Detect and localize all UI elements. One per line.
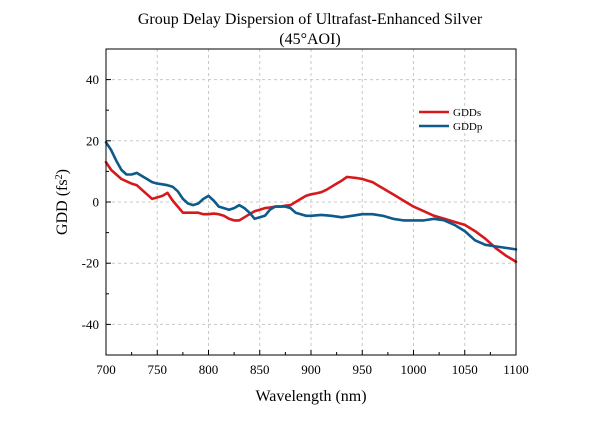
y-axis-label-sup: 2 [54, 174, 65, 179]
series-line-gddp [104, 141, 518, 251]
x-tick-label: 1050 [452, 362, 478, 377]
x-tick-label: 700 [96, 362, 116, 377]
y-tick-label: 40 [86, 72, 99, 87]
legend: GDDs GDDp [419, 107, 483, 133]
x-tick-label: 900 [301, 362, 321, 377]
x-tick-label: 800 [199, 362, 219, 377]
y-tick-label: -40 [82, 317, 99, 332]
y-tick-label: 20 [86, 133, 99, 148]
legend-label-gdds: GDDs [453, 107, 481, 119]
y-tick-label: -20 [82, 256, 99, 271]
series-group [104, 141, 518, 264]
y-tick-label: 0 [93, 195, 100, 210]
grid [106, 49, 516, 355]
x-tick-label: 1100 [503, 362, 529, 377]
x-tick-label: 950 [353, 362, 373, 377]
y-axis-label: GDD (fs2) [54, 169, 72, 235]
y-axis-label-main: GDD (fs [54, 179, 71, 235]
chart-title-line2: (45°AOI) [279, 31, 341, 48]
y-axis-label-close: ) [54, 169, 71, 174]
x-axis-label: Wavelength (nm) [255, 388, 366, 405]
x-tick-label: 850 [250, 362, 270, 377]
x-tick-label: 750 [148, 362, 168, 377]
chart-title-line1: Group Delay Dispersion of Ultrafast-Enha… [138, 11, 483, 28]
legend-label-gddp: GDDp [453, 121, 483, 133]
axis-ticks: 700 750 800 850 900 950 1000 1050 1100 -40 -20 0 20 4… [82, 48, 529, 377]
x-tick-label: 1000 [401, 362, 427, 377]
